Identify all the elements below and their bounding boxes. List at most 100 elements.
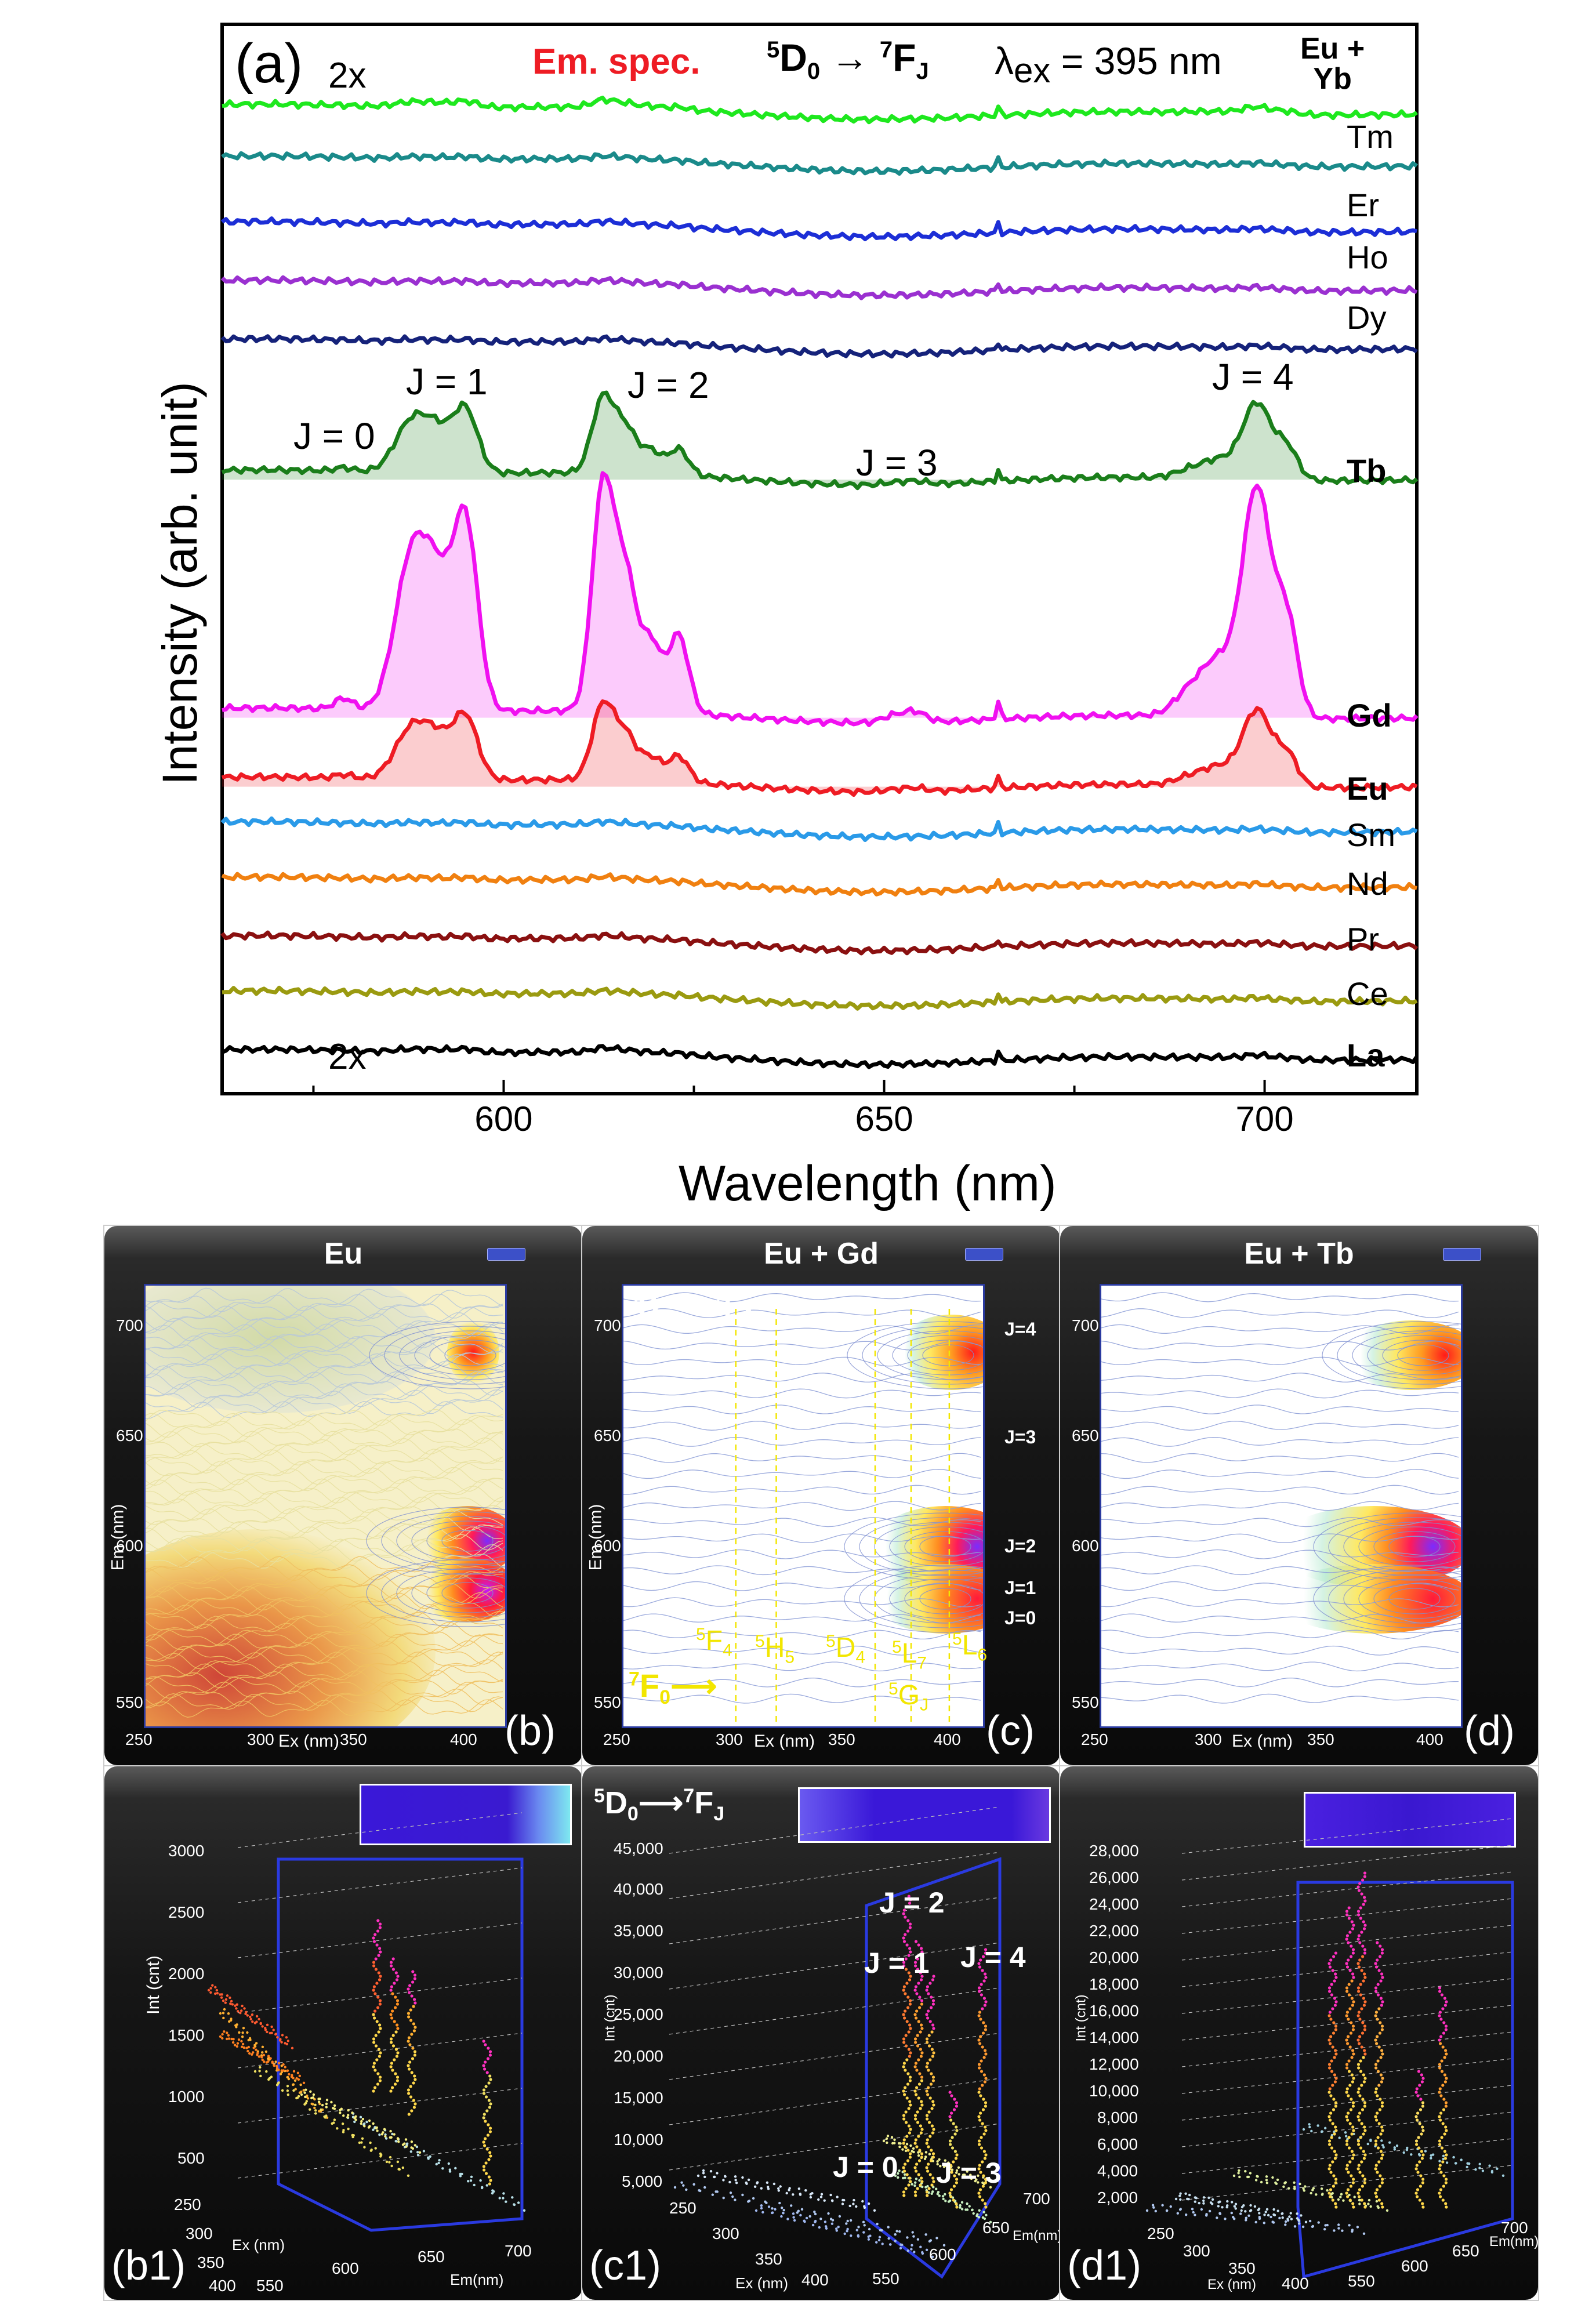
surface-point (391, 1957, 395, 1961)
contour-line (146, 1659, 503, 1677)
surface-point (1194, 2196, 1196, 2199)
surface-point (272, 2028, 275, 2031)
series-line-pr (220, 930, 1419, 956)
panel-label-a: (a) (235, 32, 303, 95)
surface-point (917, 2173, 920, 2176)
surface-grid-line (669, 1942, 1000, 1990)
surface-point (857, 2226, 860, 2229)
surface-point (682, 2184, 685, 2187)
surface-point (902, 2037, 906, 2041)
surface-point (207, 1988, 211, 1992)
panel-c1-bezel: 5D0⟶7FJ Int (cnt) 45,000 40,000 35,000 3… (582, 1766, 1062, 2300)
contour-line (146, 1490, 503, 1509)
surface-point (219, 1993, 222, 1996)
surface-point (294, 2088, 297, 2091)
surface-point (924, 2151, 928, 2154)
surface-point (1281, 2212, 1284, 2215)
surface-point (913, 2013, 917, 2016)
surface-point (1374, 2087, 1378, 2091)
surface-point (902, 1985, 906, 1988)
surface-point (1421, 2181, 1424, 2184)
surface-point (1441, 2084, 1445, 2087)
contour-ring (904, 1583, 983, 1614)
surface-point (980, 1983, 983, 1986)
surface-point (482, 2040, 485, 2043)
surface-point (951, 2136, 954, 2139)
surface-point (1362, 2232, 1366, 2235)
surface-point (898, 2230, 901, 2233)
surface-point (1356, 2063, 1361, 2066)
surface-point (1304, 2185, 1307, 2188)
surface-point (1338, 2136, 1341, 2139)
surface-point (1347, 2035, 1350, 2038)
surface-point (1421, 2153, 1425, 2157)
surface-point (907, 2183, 911, 2187)
surface-point (905, 2096, 909, 2100)
panel-b-title: Eu (324, 1237, 363, 1271)
surface-point (904, 2034, 908, 2037)
surface-point (904, 2044, 908, 2048)
contour-ring (1328, 1569, 1461, 1628)
surface-point (862, 2231, 865, 2234)
surface-point (861, 2200, 864, 2203)
surface-point (488, 2053, 492, 2057)
surface-point (492, 2190, 495, 2193)
surface-point (778, 2201, 781, 2205)
surface-point (1327, 2014, 1331, 2017)
surface-point (276, 2036, 279, 2039)
panel-d-title: Eu + Tb (1244, 1237, 1354, 1271)
surface-point (1380, 1951, 1384, 1955)
surface-point (1414, 2139, 1419, 2143)
surface-point (483, 2092, 486, 2095)
surface-point (902, 2176, 905, 2180)
surface-point (247, 2045, 250, 2049)
surface-point (950, 2111, 953, 2115)
surface-point (488, 2050, 492, 2053)
surface-point (928, 2058, 932, 2062)
surface-point (1350, 2150, 1354, 2153)
surface-point (1445, 2153, 1448, 2157)
surface-point (981, 2084, 984, 2087)
y-axis-label-b: Em (nm) (108, 1504, 128, 1571)
surface-point (931, 1999, 935, 2002)
panel-label-c1: (c1) (589, 2242, 661, 2289)
surface-point (909, 2128, 912, 2131)
surface-point (804, 2189, 807, 2192)
surface-point (390, 1985, 393, 1988)
surface-point (1369, 2205, 1372, 2208)
surface-point (1415, 2164, 1419, 2167)
surface-point (1443, 1997, 1446, 2000)
surface-point (1351, 2104, 1355, 2108)
surface-point (1420, 2132, 1423, 2136)
surface-point (482, 2165, 486, 2168)
level-7f0-main: F (639, 1667, 660, 1704)
em-tick-2-d1: 650 (1452, 2242, 1479, 2260)
surface-point (1333, 2132, 1336, 2136)
z-tick-3-b1: 1500 (168, 2026, 205, 2044)
surface-point (1358, 2042, 1361, 2045)
level-5d4-sup: 5 (826, 1632, 836, 1651)
contour-line (146, 1486, 503, 1504)
surface-point (361, 2137, 364, 2140)
y-axis-label: Intensity (arb. unit) (153, 382, 207, 785)
surface-point (396, 2023, 399, 2027)
surface-point (1439, 2035, 1443, 2038)
surface-point (941, 2195, 945, 2198)
surface-point (251, 2020, 254, 2023)
surface-point (949, 2188, 953, 2191)
surface-point (234, 2004, 237, 2007)
surface-point (904, 2149, 908, 2153)
surface-point (984, 2129, 988, 2132)
surface-point (378, 2079, 382, 2082)
surface-point (713, 2175, 716, 2179)
surface-point (777, 2187, 780, 2190)
x-axis-label: Wavelength (nm) (679, 1156, 1057, 1211)
surface-point (1293, 2186, 1296, 2189)
surface-point (1438, 2066, 1442, 2070)
contour-ring (844, 1565, 983, 1633)
surface-point (1217, 2205, 1220, 2208)
surface-point (277, 2062, 281, 2064)
surface-point (1363, 1875, 1366, 1878)
surface-point (981, 2160, 984, 2164)
surface-point (909, 2144, 912, 2147)
